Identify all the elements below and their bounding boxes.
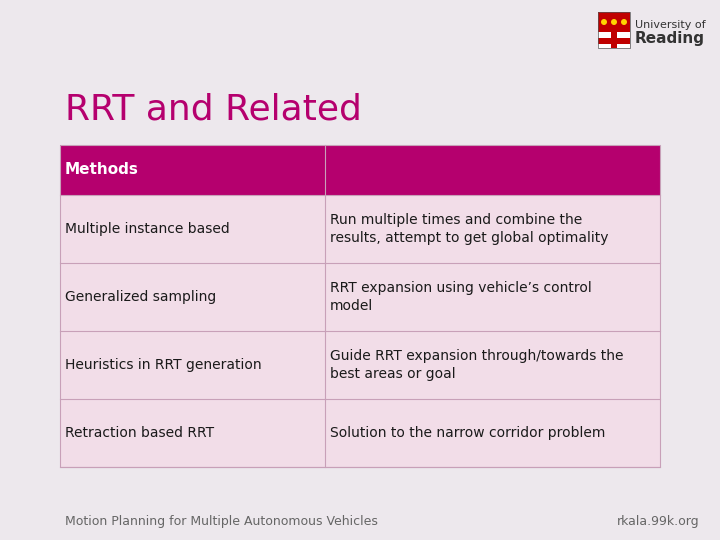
Bar <box>60 331 660 399</box>
Bar <box>598 12 630 32</box>
Text: Solution to the narrow corridor problem: Solution to the narrow corridor problem <box>330 426 606 440</box>
Bar <box>598 38 630 44</box>
Text: Heuristics in RRT generation: Heuristics in RRT generation <box>65 358 261 372</box>
Text: Reading: Reading <box>635 31 705 46</box>
Text: RRT and Related: RRT and Related <box>65 92 362 126</box>
Bar <box>60 145 660 467</box>
Text: Guide RRT expansion through/towards the
best areas or goal: Guide RRT expansion through/towards the … <box>330 349 624 381</box>
Bar <box>60 263 660 331</box>
Text: Multiple instance based: Multiple instance based <box>65 222 230 236</box>
Circle shape <box>611 19 617 25</box>
Bar <box>611 32 617 48</box>
Text: Run multiple times and combine the
results, attempt to get global optimality: Run multiple times and combine the resul… <box>330 213 608 245</box>
Text: Generalized sampling: Generalized sampling <box>65 290 216 304</box>
Text: Motion Planning for Multiple Autonomous Vehicles: Motion Planning for Multiple Autonomous … <box>65 515 378 528</box>
Text: Methods: Methods <box>65 163 139 178</box>
Text: rkala.99k.org: rkala.99k.org <box>617 515 700 528</box>
Bar <box>598 12 630 48</box>
Bar <box>598 32 630 48</box>
Circle shape <box>621 19 627 25</box>
Text: Retraction based RRT: Retraction based RRT <box>65 426 214 440</box>
Circle shape <box>601 19 607 25</box>
Bar <box>60 195 660 263</box>
Text: University of: University of <box>635 20 706 30</box>
Text: RRT expansion using vehicle’s control
model: RRT expansion using vehicle’s control mo… <box>330 281 592 313</box>
Bar <box>60 145 660 195</box>
Bar <box>60 399 660 467</box>
